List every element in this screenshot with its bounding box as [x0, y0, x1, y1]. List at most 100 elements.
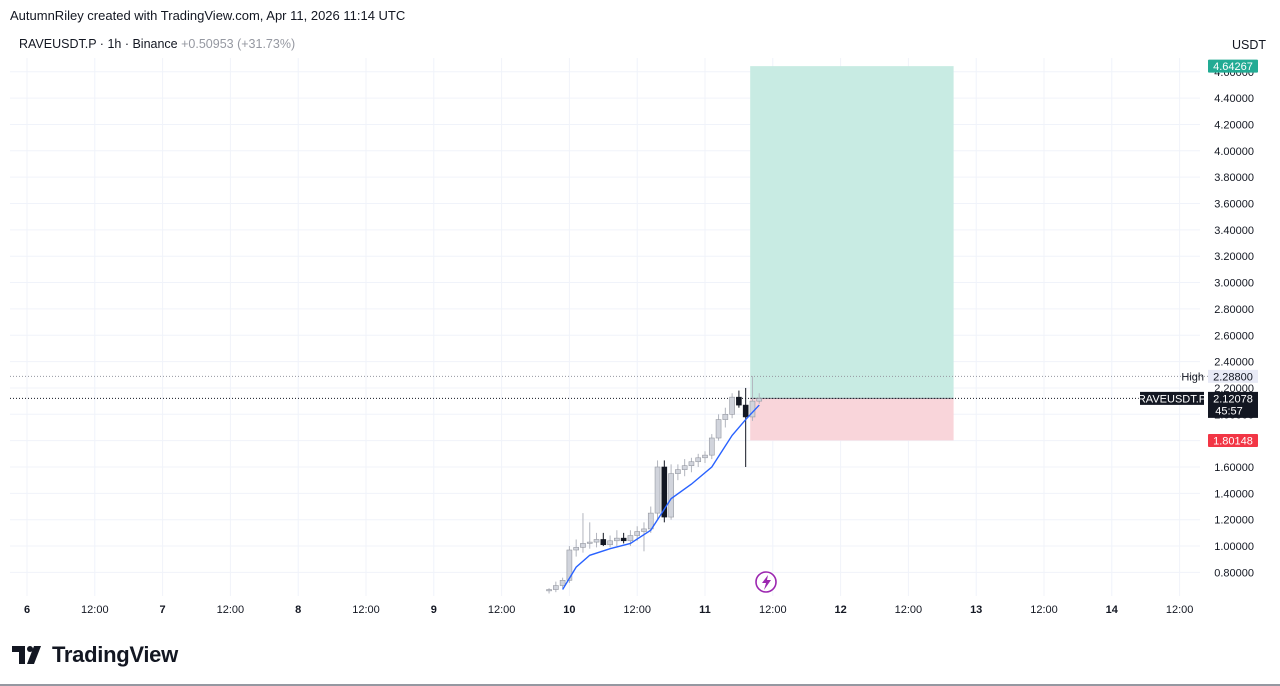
moving-average — [562, 404, 760, 590]
y-tick-label: 3.20000 — [1214, 251, 1254, 263]
symbol-name[interactable]: RAVEUSDT.P · 1h · Binance — [19, 37, 178, 51]
candle-body — [661, 466, 668, 518]
candle-body — [620, 537, 627, 542]
candle — [641, 522, 647, 552]
candle-body — [580, 543, 586, 548]
symbol-info: RAVEUSDT.P · 1h · Binance +0.50953 (+31.… — [19, 37, 295, 51]
current-symbol-badge: RAVEUSDT.P — [1138, 391, 1206, 405]
x-tick-label: 7 — [160, 604, 166, 616]
candle — [729, 393, 735, 419]
candle-body — [546, 589, 552, 592]
y-tick-label: 4.40000 — [1214, 93, 1254, 105]
candle — [647, 506, 654, 533]
stop-price-badge: 1.80148 — [1208, 433, 1258, 447]
candle-body — [593, 539, 600, 543]
candle-body — [627, 535, 634, 542]
candle-body — [668, 473, 674, 518]
candle-body — [647, 512, 654, 530]
candle — [668, 464, 674, 520]
reference-lines — [10, 375, 1250, 399]
candle — [688, 457, 695, 473]
chart-grid — [10, 58, 1200, 596]
y-tick-label: 4.00000 — [1214, 146, 1254, 158]
x-tick-label: 12:00 — [1030, 604, 1058, 616]
candle-body — [722, 413, 729, 420]
time-axis: 6 12:00 7 12:00 8 12:00 9 12:00 10 12:00 11 12:00 12… — [24, 604, 1193, 616]
candle-body — [559, 580, 566, 586]
candles — [546, 376, 763, 594]
candle — [580, 513, 586, 553]
candle-body — [695, 457, 702, 463]
x-tick-label: 12 — [834, 604, 846, 616]
candle — [736, 390, 742, 408]
candle — [593, 532, 600, 548]
candle — [546, 588, 552, 594]
y-tick-label: 2.80000 — [1214, 304, 1254, 316]
y-tick-label: 1.40000 — [1214, 488, 1254, 500]
chart-author-header: AutumnRiley created with TradingView.com… — [10, 8, 406, 23]
x-tick-label: 11 — [699, 604, 711, 616]
candle-body — [756, 398, 763, 402]
x-tick-label: 12:00 — [759, 604, 787, 616]
candle-body — [729, 396, 735, 415]
lightning-icon[interactable] — [755, 571, 777, 593]
candle — [675, 464, 681, 481]
tradingview-logo[interactable]: TradingView — [12, 641, 178, 669]
candle — [614, 530, 620, 547]
candle — [681, 459, 688, 477]
candle — [600, 532, 607, 547]
x-tick-label: 14 — [1106, 604, 1119, 616]
candle — [559, 577, 566, 589]
current-price-text: 2.12078 — [1213, 393, 1253, 405]
position-zones — [750, 66, 954, 441]
candle-body — [688, 461, 695, 466]
x-tick-label: 9 — [431, 604, 437, 616]
x-tick-label: 13 — [970, 604, 982, 616]
candle-body — [586, 541, 593, 544]
stop-zone — [750, 398, 954, 441]
candle — [573, 539, 579, 557]
candle — [620, 532, 627, 544]
candle-body — [736, 396, 742, 406]
target-price-badge-text: 4.64267 — [1213, 61, 1253, 73]
currency-label[interactable]: USDT — [1231, 38, 1266, 52]
candle — [654, 460, 661, 520]
high-label: High — [1181, 371, 1204, 383]
x-tick-label: 12:00 — [623, 604, 651, 616]
x-tick-label: 12:00 — [352, 604, 380, 616]
stop-price-badge-bg — [1208, 433, 1258, 447]
y-tick-label: 1.60000 — [1214, 462, 1254, 474]
candle-body — [600, 539, 607, 546]
y-tick-label: 1.00000 — [1214, 541, 1254, 553]
candle — [722, 407, 729, 428]
high-value-bg — [1208, 369, 1258, 383]
tradingview-logo-text: TradingView — [52, 642, 178, 667]
candle-body — [553, 585, 559, 590]
y-tick-label: 2.60000 — [1214, 330, 1254, 342]
x-tick-label: 12:00 — [895, 604, 923, 616]
lightning-icon-bolt — [762, 575, 771, 590]
candle-body — [715, 419, 722, 439]
candle — [661, 460, 668, 523]
footer-divider — [0, 684, 1280, 686]
candle — [566, 546, 573, 583]
x-tick-label: 10 — [563, 604, 575, 616]
tradingview-logo-icon — [12, 646, 41, 664]
y-tick-label: 4.20000 — [1214, 119, 1254, 131]
price-axis: 0.800001.000001.200001.400001.600001.800… — [1214, 67, 1254, 580]
candle-body — [681, 465, 688, 470]
x-tick-label: 12:00 — [81, 604, 109, 616]
candle-body — [702, 454, 708, 459]
stop-price-badge-text: 1.80148 — [1213, 435, 1253, 447]
y-tick-label: 1.20000 — [1214, 515, 1254, 527]
candle — [708, 434, 715, 460]
candle — [756, 393, 763, 404]
candle — [586, 522, 593, 549]
target-price-badge: 4.64267 — [1208, 59, 1258, 73]
x-tick-label: 12:00 — [488, 604, 516, 616]
y-tick-label: 3.40000 — [1214, 225, 1254, 237]
candle-body — [566, 549, 573, 581]
